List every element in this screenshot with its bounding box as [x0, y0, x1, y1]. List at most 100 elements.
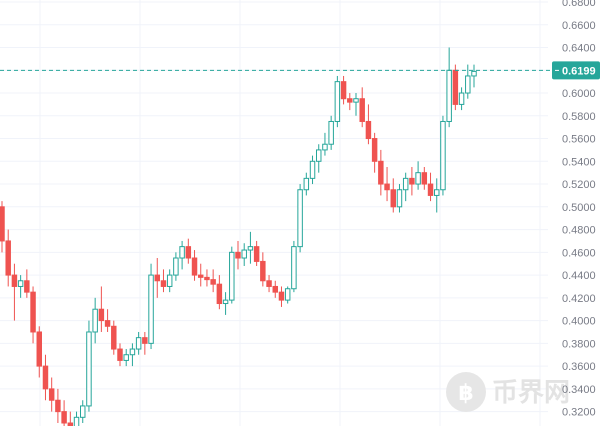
candle: [247, 231, 254, 264]
candle: [322, 132, 328, 156]
candle: [402, 172, 409, 202]
candle-body-down: [98, 308, 105, 322]
candle: [216, 275, 223, 310]
candle: [365, 104, 372, 145]
candle: [104, 309, 111, 332]
candle: [210, 269, 216, 293]
candle-body-down: [421, 172, 428, 185]
candle-body-down: [216, 283, 223, 305]
current-price-badge: [552, 61, 600, 80]
y-tick-label: 0.4600: [562, 247, 596, 259]
candle: [17, 275, 24, 298]
candle: [427, 172, 434, 202]
candle-body-down: [272, 285, 278, 293]
candle: [465, 64, 471, 99]
candle-body-up: [92, 308, 98, 333]
candle-body-down: [30, 291, 36, 333]
candle: [222, 292, 229, 315]
y-tick-label: 0.6400: [562, 43, 596, 55]
candle-body-down: [36, 331, 42, 367]
candle-body-up: [247, 246, 254, 251]
candle: [117, 343, 123, 367]
candle: [452, 64, 459, 111]
candle-body-down: [266, 280, 272, 287]
candle-body-up: [173, 257, 179, 276]
candle-body-down: [24, 280, 30, 293]
candle: [253, 240, 260, 266]
candle: [61, 400, 67, 426]
candle: [5, 229, 11, 287]
candle: [235, 240, 241, 270]
candle-body-up: [353, 98, 359, 103]
candle: [241, 243, 247, 266]
y-tick-label: 0.4400: [562, 270, 596, 282]
y-tick-label: 0.3600: [562, 361, 596, 373]
candle-body-down: [11, 274, 18, 287]
candle: [191, 250, 198, 281]
candle-body-down: [427, 183, 434, 196]
y-tick-label: 0.4800: [562, 225, 596, 237]
candle-body-down: [384, 183, 390, 191]
candle-body-up: [434, 189, 440, 196]
candle-body-up: [148, 274, 154, 344]
candle-body-down: [61, 411, 67, 424]
candle: [179, 240, 185, 270]
candle-body-down: [359, 98, 365, 122]
candle-body-down: [278, 291, 285, 301]
watermark: ฿ 币界网: [446, 372, 570, 412]
candle-body-up: [129, 348, 136, 356]
candle: [434, 178, 440, 213]
candle-body-down: [154, 274, 160, 282]
y-tick-label: 0.6800: [562, 0, 596, 9]
y-tick-label: 0.3400: [562, 384, 596, 396]
candle: [359, 87, 365, 128]
candle: [80, 400, 86, 423]
candles: [0, 47, 477, 426]
candle: [297, 184, 303, 253]
grid-layer: [0, 0, 548, 426]
candle-body-up: [334, 81, 341, 122]
candle-body-up: [86, 331, 92, 407]
candle: [284, 286, 291, 304]
candle-body-up: [135, 337, 142, 350]
candle-body-up: [123, 354, 129, 361]
candle: [260, 252, 266, 287]
candle: [371, 132, 378, 173]
candle-body-down: [452, 69, 459, 105]
current-price-label: 0.6199: [562, 65, 596, 77]
candle: [340, 75, 347, 105]
y-tick-label: 0.4000: [562, 316, 596, 328]
bitcoin-icon: [446, 372, 486, 412]
candle-body-down: [104, 320, 111, 327]
candle: [440, 115, 446, 196]
candle-body-down: [253, 246, 260, 262]
candle: [55, 388, 61, 423]
candle-body-down: [198, 274, 204, 278]
candle-body-up: [446, 69, 452, 122]
price-axis[interactable]: 0.6800 0.6600 0.6400 0.6000 0.5800 0.5600 0.54…: [552, 0, 600, 419]
candle: [378, 149, 384, 196]
candle: [347, 93, 353, 111]
candle: [173, 252, 179, 281]
y-tick-label: 0.4200: [562, 293, 596, 305]
candle: [421, 166, 428, 190]
candle-body-up: [458, 92, 465, 105]
candle-body-up: [322, 143, 328, 151]
candle-body-down: [210, 279, 216, 285]
candle-body-up: [80, 405, 86, 418]
candle-body-down: [260, 260, 266, 282]
y-tick-label: 0.5000: [562, 202, 596, 214]
candle: [229, 246, 235, 304]
candle-body-up: [328, 120, 334, 145]
candle-body-up: [415, 172, 421, 185]
candle: [48, 377, 55, 412]
candle: [471, 64, 477, 88]
y-tick-label: 0.5200: [562, 179, 596, 191]
candle-body-down: [48, 388, 55, 401]
candle-body-up: [309, 160, 316, 179]
candle-body-down: [347, 98, 353, 103]
bitcoin-glyph: ฿: [458, 381, 473, 406]
candle: [272, 280, 278, 298]
